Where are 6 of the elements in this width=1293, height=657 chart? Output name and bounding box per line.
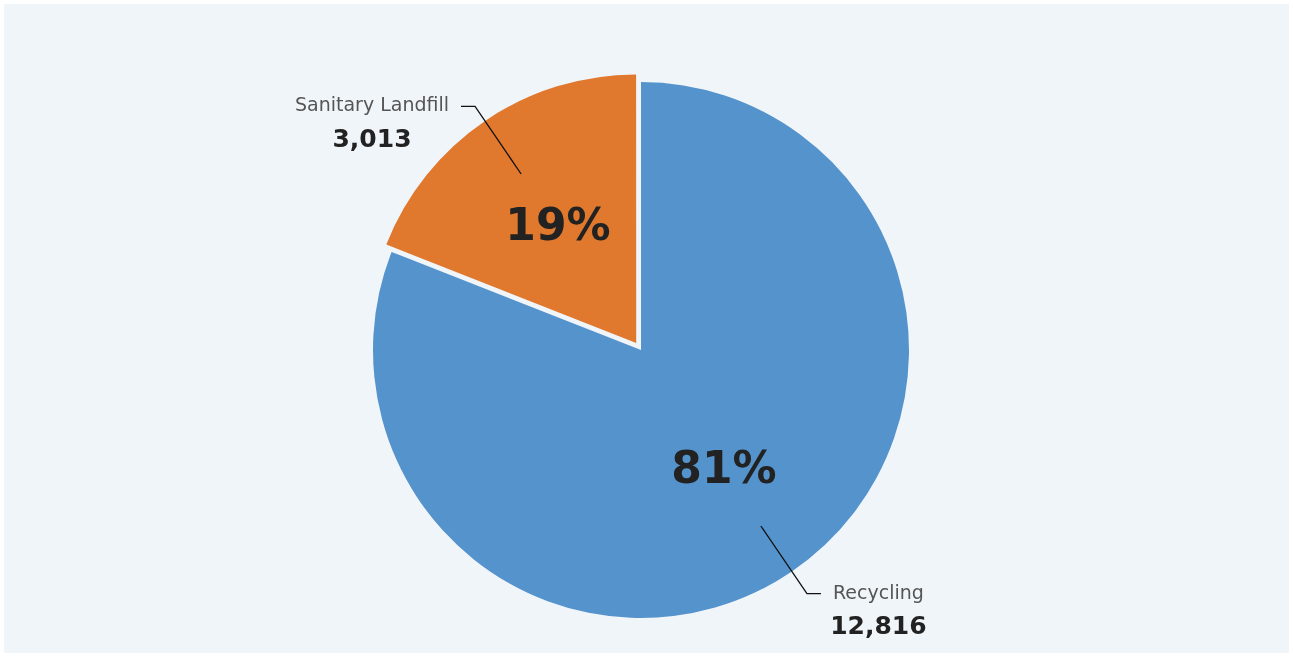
text: 19% (505, 198, 611, 250)
slice-label: Sanitary Landfill (294, 93, 450, 116)
text: 81% (671, 442, 777, 494)
slice-label: Recycling (832, 580, 924, 603)
data-label: 12,816 (830, 611, 927, 641)
data-label: 3,013 (332, 123, 412, 153)
